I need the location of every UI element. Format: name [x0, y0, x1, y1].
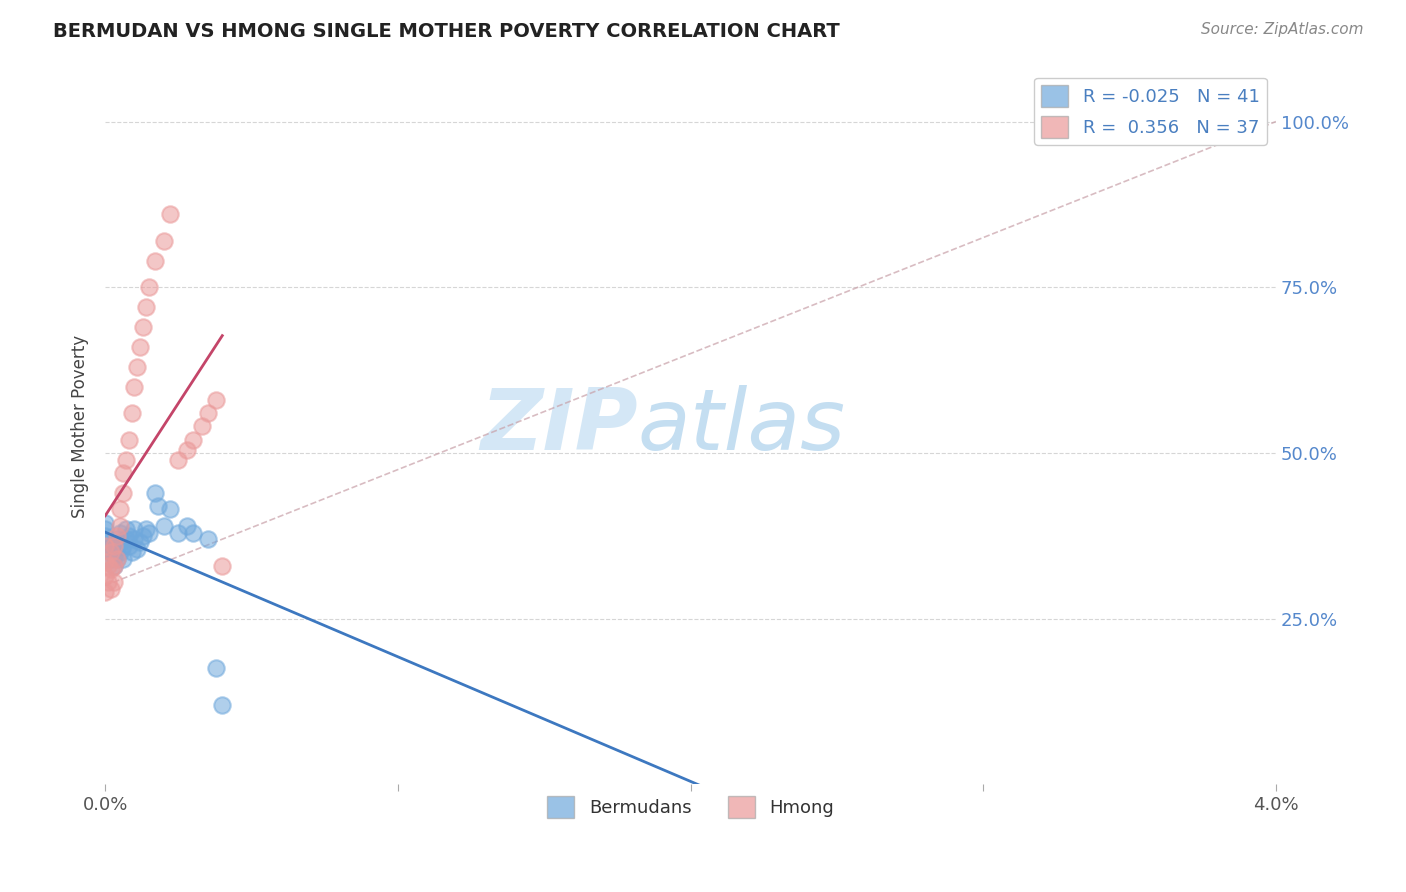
Point	[121, 406, 143, 420]
Point	[103, 542, 125, 557]
Point	[108, 519, 131, 533]
Point	[181, 433, 204, 447]
Point	[94, 555, 117, 569]
Point	[114, 452, 136, 467]
Point	[94, 568, 117, 582]
Point	[129, 340, 152, 354]
Point	[105, 532, 128, 546]
Point	[111, 485, 134, 500]
Point	[146, 499, 169, 513]
Point	[94, 585, 117, 599]
Point	[129, 535, 152, 549]
Point	[114, 532, 136, 546]
Point	[211, 698, 233, 712]
Point	[108, 545, 131, 559]
Point	[121, 545, 143, 559]
Point	[181, 525, 204, 540]
Point	[100, 545, 122, 559]
Point	[94, 522, 117, 536]
Point	[176, 519, 198, 533]
Point	[97, 575, 120, 590]
Point	[94, 529, 117, 543]
Point	[108, 525, 131, 540]
Point	[100, 539, 122, 553]
Point	[94, 535, 117, 549]
Point	[111, 539, 134, 553]
Point	[124, 532, 146, 546]
Point	[105, 552, 128, 566]
Legend: Bermudans, Hmong: Bermudans, Hmong	[540, 789, 841, 825]
Point	[103, 575, 125, 590]
Point	[138, 280, 160, 294]
Point	[100, 562, 122, 576]
Point	[124, 380, 146, 394]
Point	[127, 359, 149, 374]
Point	[100, 545, 122, 559]
Point	[191, 419, 214, 434]
Y-axis label: Single Mother Poverty: Single Mother Poverty	[72, 334, 89, 518]
Point	[143, 485, 166, 500]
Point	[94, 516, 117, 530]
Point	[111, 552, 134, 566]
Text: Source: ZipAtlas.com: Source: ZipAtlas.com	[1201, 22, 1364, 37]
Point	[167, 525, 190, 540]
Point	[135, 300, 157, 314]
Point	[105, 529, 128, 543]
Point	[159, 207, 181, 221]
Point	[205, 661, 228, 675]
Point	[117, 529, 139, 543]
Point	[117, 433, 139, 447]
Point	[138, 525, 160, 540]
Text: ZIP: ZIP	[481, 385, 638, 468]
Point	[94, 539, 117, 553]
Point	[105, 552, 128, 566]
Point	[211, 558, 233, 573]
Text: BERMUDAN VS HMONG SINGLE MOTHER POVERTY CORRELATION CHART: BERMUDAN VS HMONG SINGLE MOTHER POVERTY …	[53, 22, 841, 41]
Point	[97, 558, 120, 573]
Point	[105, 539, 128, 553]
Point	[127, 542, 149, 557]
Point	[100, 552, 122, 566]
Point	[103, 558, 125, 573]
Point	[143, 253, 166, 268]
Text: atlas: atlas	[638, 385, 846, 468]
Point	[103, 539, 125, 553]
Point	[132, 320, 155, 334]
Point	[124, 522, 146, 536]
Point	[100, 582, 122, 596]
Point	[176, 442, 198, 457]
Point	[132, 529, 155, 543]
Point	[197, 406, 219, 420]
Point	[135, 522, 157, 536]
Point	[152, 519, 174, 533]
Point	[167, 452, 190, 467]
Point	[117, 539, 139, 553]
Point	[159, 502, 181, 516]
Point	[114, 522, 136, 536]
Point	[103, 549, 125, 563]
Point	[205, 392, 228, 407]
Point	[108, 502, 131, 516]
Point	[152, 234, 174, 248]
Point	[111, 466, 134, 480]
Point	[108, 535, 131, 549]
Point	[197, 532, 219, 546]
Point	[94, 542, 117, 557]
Point	[103, 558, 125, 573]
